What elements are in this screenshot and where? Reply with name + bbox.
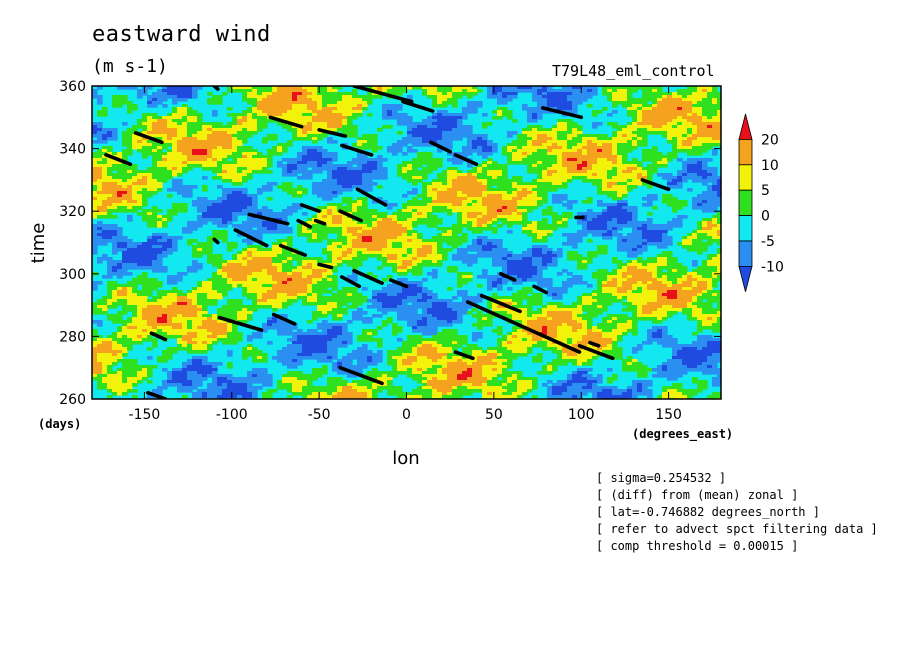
- filtered-contour-segment: [499, 271, 517, 282]
- filtered-contour-segment: [453, 153, 479, 167]
- x-tick-label: -150: [129, 407, 161, 423]
- y-tick-label: 340: [59, 142, 86, 158]
- y-tick-label: 320: [59, 204, 86, 220]
- filtered-contour-segment: [296, 218, 313, 229]
- filtered-contour-segment: [355, 187, 388, 207]
- filtered-contour-segment: [338, 209, 363, 223]
- x-tick-label: 150: [655, 407, 682, 423]
- colorbar-swatch: [738, 138, 753, 166]
- x-tick-label: -50: [308, 407, 331, 423]
- filtered-contour-segment: [217, 315, 264, 332]
- note-line: [ refer to advect spct filtering data ]: [596, 522, 878, 536]
- x-unit-label: (degrees_east): [632, 427, 733, 442]
- filtered-contour-segment: [338, 365, 384, 386]
- filtered-contour-segment: [299, 203, 321, 213]
- filtered-contour-segment: [133, 131, 164, 145]
- colorbar-swatch: [738, 189, 753, 216]
- filtered-contour-segment: [465, 300, 582, 354]
- chart-units: (m s-1): [92, 56, 168, 77]
- filtered-contour-segment: [340, 143, 374, 157]
- filtered-contour-segment: [388, 278, 409, 289]
- filtered-contour-segment: [278, 243, 307, 257]
- run-name: T79L48_eml_control: [552, 62, 715, 80]
- filtered-contour-segment: [577, 343, 615, 361]
- filtered-contour-segment: [429, 140, 452, 154]
- colorbar-cap-top: [738, 113, 753, 140]
- filtered-contour-segment: [401, 99, 435, 113]
- colorbar-label: 5: [761, 183, 770, 199]
- colorbar-swatch: [738, 164, 753, 191]
- colorbar-label: -5: [761, 234, 775, 250]
- note-line: [ sigma=0.254532 ]: [596, 471, 727, 485]
- y-unit-label: (days): [38, 417, 81, 431]
- y-tick-label: 360: [59, 79, 86, 95]
- colorbar-swatch: [738, 215, 753, 242]
- filtered-contour-segment: [317, 262, 334, 270]
- y-tick-label: 280: [59, 329, 86, 345]
- filtered-contour-segment: [532, 284, 549, 295]
- chart-title: eastward wind: [92, 22, 271, 47]
- colorbar-label: 10: [761, 158, 779, 174]
- x-axis-label: lon: [392, 448, 419, 469]
- filtered-contour-segment: [247, 212, 290, 226]
- x-axis: -150 -100 -50 0 50 100 150: [129, 86, 682, 423]
- y-tick-label: 300: [59, 267, 86, 283]
- filtered-overlay: [104, 86, 671, 399]
- x-tick-label: 100: [568, 407, 595, 423]
- x-tick-label: -100: [216, 407, 248, 423]
- colorbar-label: -10: [761, 259, 784, 275]
- filtered-contour-segment: [479, 293, 522, 314]
- note-line: [ comp threshold = 0.00015 ]: [596, 539, 799, 553]
- filtered-contour-segment: [453, 350, 475, 361]
- colorbar-label: 0: [761, 209, 770, 225]
- filtered-contour-segment: [317, 128, 348, 138]
- filtered-contour-segment: [149, 331, 168, 342]
- note-line: [ lat=-0.746882 degrees_north ]: [596, 505, 820, 519]
- filtered-contour-segment: [271, 312, 297, 326]
- x-tick-label: 0: [402, 407, 411, 423]
- colorbar-cap-bottom: [738, 266, 753, 292]
- wind-field: [92, 86, 721, 399]
- filtered-contour-segment: [588, 340, 601, 348]
- colorbar-label: 20: [761, 132, 779, 148]
- colorbar: 20 10 5 0 -5 -10: [738, 113, 784, 292]
- filtered-contour-segment: [352, 86, 414, 104]
- filtered-contour-segment: [233, 228, 269, 248]
- y-tick-label: 260: [59, 392, 86, 408]
- y-axis-label: time: [28, 223, 49, 264]
- filtered-contour-segment: [268, 115, 304, 129]
- filtered-contour-segment: [540, 106, 584, 120]
- filtered-contour-segment: [146, 390, 168, 399]
- filtered-contour-segment: [212, 237, 220, 245]
- colorbar-swatch: [738, 240, 753, 267]
- filtered-contour-segment: [340, 275, 362, 289]
- y-axis: 260 280 300 320 340 360: [59, 79, 721, 408]
- filtered-contour-segment: [352, 268, 384, 285]
- note-line: [ (diff) from (mean) zonal ]: [596, 488, 799, 502]
- filtered-contour-segment: [640, 178, 671, 192]
- filtered-contour-segment: [313, 218, 327, 226]
- x-tick-label: 50: [485, 407, 503, 423]
- info-notes: [ sigma=0.254532 ] [ (diff) from (mean) …: [596, 470, 878, 555]
- filtered-contour-segment: [104, 153, 133, 167]
